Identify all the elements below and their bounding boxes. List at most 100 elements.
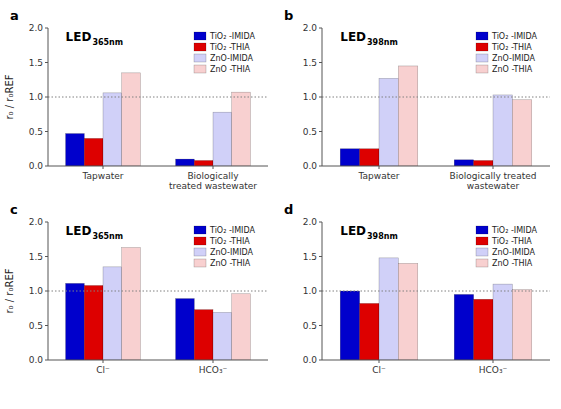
y-tick-label: 1.0 bbox=[303, 286, 318, 296]
bars bbox=[322, 66, 550, 166]
y-axis-label: r₀ / r₀REF bbox=[4, 268, 15, 313]
y-tick-label: 2.0 bbox=[303, 23, 318, 33]
legend: TiO₂ -IMIDA TiO₂ -THIA ZnO-IMIDA ZnO -THIA bbox=[476, 32, 537, 74]
y-tick-label: 2.0 bbox=[29, 23, 44, 33]
legend-label: ZnO-IMIDA bbox=[210, 248, 254, 257]
bar bbox=[84, 285, 103, 360]
bar bbox=[379, 258, 398, 360]
y-tick-label: 0.0 bbox=[303, 161, 318, 171]
legend-label: TiO₂ -THIA bbox=[209, 237, 250, 246]
category-label: Biologically treatedwastewater bbox=[450, 171, 537, 191]
bar bbox=[379, 78, 398, 166]
bar bbox=[340, 291, 359, 360]
legend-label: TiO₂ -THIA bbox=[491, 237, 532, 246]
y-axis-label: r₀ / r₀REF bbox=[4, 74, 15, 119]
bar bbox=[103, 267, 122, 360]
y-tick-label: 1.0 bbox=[29, 92, 44, 102]
legend-label: ZnO-IMIDA bbox=[210, 54, 254, 63]
bar bbox=[122, 248, 141, 360]
y-tick-label: 2.0 bbox=[29, 217, 44, 227]
y-tick-label: 0.5 bbox=[29, 127, 43, 137]
legend-label: ZnO-IMIDA bbox=[492, 248, 536, 257]
legend-swatch bbox=[476, 237, 488, 245]
x-tick bbox=[213, 166, 214, 169]
legend-swatch bbox=[476, 65, 488, 73]
category-label: HCO₃⁻ bbox=[479, 365, 508, 375]
panel: 0.00.51.01.52.0Cl⁻HCO₃⁻r₀ / r₀REFcLED365… bbox=[4, 202, 268, 375]
panel-label: a bbox=[10, 8, 19, 23]
bar bbox=[122, 73, 141, 166]
panel-subtitle: 398nm bbox=[367, 38, 398, 47]
bar bbox=[194, 310, 213, 360]
legend-label: ZnO -THIA bbox=[492, 65, 533, 74]
panel-label: c bbox=[10, 202, 18, 217]
bar bbox=[360, 149, 379, 166]
figure: 0.00.51.01.52.0TapwaterBiologicallytreat… bbox=[0, 0, 561, 409]
x-tick bbox=[103, 166, 104, 169]
bar bbox=[213, 312, 232, 360]
category-label: Cl⁻ bbox=[96, 365, 110, 375]
legend-label: TiO₂ -IMIDA bbox=[491, 32, 537, 41]
legend-swatch bbox=[476, 32, 488, 40]
y-tick-label: 0.0 bbox=[303, 355, 318, 365]
y-tick-label: 1.5 bbox=[29, 252, 43, 262]
legend-label: TiO₂ -IMIDA bbox=[209, 226, 255, 235]
panel-label: d bbox=[284, 202, 293, 217]
legend-label: ZnO -THIA bbox=[492, 259, 533, 268]
legend-label: ZnO-IMIDA bbox=[492, 54, 536, 63]
legend-swatch bbox=[194, 65, 206, 73]
legend: TiO₂ -IMIDA TiO₂ -THIA ZnO-IMIDA ZnO -THIA bbox=[476, 226, 537, 268]
legend: TiO₂ -IMIDATiO₂ -THIAZnO-IMIDAZnO -THIA bbox=[194, 226, 255, 268]
bar bbox=[213, 112, 232, 166]
x-tick bbox=[103, 360, 104, 363]
panel-title: LED bbox=[340, 30, 366, 44]
legend-swatch bbox=[476, 43, 488, 51]
bar bbox=[493, 95, 512, 166]
panel: 0.00.51.01.52.0Cl⁻HCO₃⁻dLED398nmTiO₂ -IM… bbox=[284, 202, 550, 375]
legend-swatch bbox=[194, 43, 206, 51]
y-axis bbox=[322, 222, 323, 360]
y-tick-label: 0.0 bbox=[29, 355, 44, 365]
x-tick bbox=[493, 166, 494, 169]
category-label: Cl⁻ bbox=[372, 365, 386, 375]
bar bbox=[103, 93, 122, 166]
bars bbox=[48, 248, 268, 360]
x-tick bbox=[493, 360, 494, 363]
y-tick-label: 0.5 bbox=[29, 321, 43, 331]
bar bbox=[176, 159, 195, 166]
category-label: HCO₃⁻ bbox=[199, 365, 228, 375]
bar bbox=[398, 263, 417, 360]
panel-title: LED bbox=[340, 224, 366, 238]
bar bbox=[84, 138, 103, 166]
x-axis bbox=[48, 360, 268, 361]
x-tick bbox=[213, 360, 214, 363]
reference-line bbox=[322, 97, 550, 98]
legend-swatch bbox=[194, 259, 206, 267]
legend-swatch bbox=[476, 248, 488, 256]
legend-label: TiO₂ -IMIDA bbox=[491, 226, 537, 235]
bars bbox=[48, 73, 268, 166]
legend-swatch bbox=[476, 259, 488, 267]
bar bbox=[176, 299, 195, 360]
reference-line bbox=[48, 97, 268, 98]
legend-swatch bbox=[194, 32, 206, 40]
bar bbox=[340, 149, 359, 166]
bar bbox=[493, 284, 512, 360]
bar bbox=[194, 160, 213, 166]
legend-label: TiO₂ -IMIDA bbox=[209, 32, 255, 41]
legend: TiO₂ -IMIDATiO₂ -THIAZnO-IMIDAZnO -THIA bbox=[194, 32, 255, 74]
panel-subtitle: 365nm bbox=[92, 232, 123, 241]
y-tick-label: 0.5 bbox=[303, 127, 317, 137]
y-axis bbox=[48, 28, 49, 166]
y-tick-label: 1.0 bbox=[29, 286, 44, 296]
y-tick-label: 0.5 bbox=[303, 321, 317, 331]
x-axis bbox=[48, 166, 268, 167]
y-tick-label: 1.5 bbox=[303, 58, 317, 68]
x-axis bbox=[322, 360, 550, 361]
legend-swatch bbox=[194, 226, 206, 234]
y-tick-label: 0.0 bbox=[29, 161, 44, 171]
legend-label: TiO₂ -THIA bbox=[491, 43, 532, 52]
panel-title: LED bbox=[66, 30, 92, 44]
bars bbox=[322, 258, 550, 360]
legend-swatch bbox=[476, 54, 488, 62]
